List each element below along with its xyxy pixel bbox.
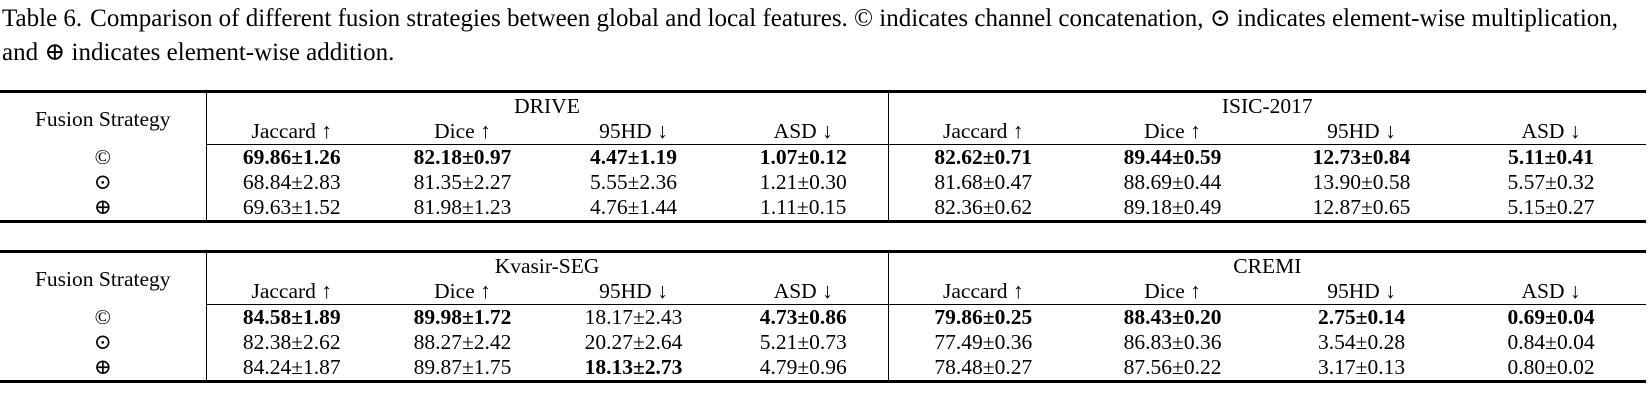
table-cell: 18.13±2.73 [548,355,719,383]
strategy-concatenation-label: © [0,144,207,170]
table-caption: Table 6. Comparison of different fusion s… [2,2,1647,70]
table-cell: 1.21±0.30 [719,170,889,195]
table-cell: 89.18±0.49 [1078,195,1267,223]
table-cell: 86.83±0.36 [1123,330,1222,354]
table-row: ⊙ 82.38±2.62 88.27±2.42 20.27±2.64 5.21±… [0,330,1646,355]
table-row: © 69.86±1.26 82.18±0.97 4.47±1.19 1.07±0… [0,144,1646,170]
metric-header: Dice ↑ [377,279,548,305]
table-cell: 81.68±0.47 [934,170,1033,194]
metric-header: Dice ↑ [1078,119,1267,145]
table-cell: 69.86±1.26 [242,145,341,169]
metric-header: Dice ↑ [1078,279,1268,305]
table-cell: 4.47±1.19 [589,145,678,169]
table-cell: 87.56±0.22 [1078,355,1268,383]
table-cell: 13.90±0.58 [1312,170,1411,194]
table-cell: 4.76±1.44 [548,195,719,223]
table-cell: 88.43±0.20 [1123,305,1222,329]
table-cell: 82.38±2.62 [242,330,341,354]
metric-header: ASD ↓ [1456,119,1647,145]
strategy-multiplication-label: ⊙ [0,330,207,355]
table-cell: 81.35±2.27 [413,170,512,194]
results-table-kvasir-cremi: Fusion Strategy Kvasir-SEG CREMI Jaccard… [0,250,1647,383]
table-row: ⊕ 69.63±1.52 81.98±1.23 4.76±1.44 1.11±0… [0,195,1647,223]
table-cell: 84.24±1.87 [206,355,377,383]
metric-header: Jaccard ↑ [888,279,1079,305]
table-row: © 84.58±1.89 89.98±1.72 18.17±2.43 4.73±… [0,304,1646,330]
table-cell: 0.80±0.02 [1456,355,1647,383]
table-cell: 81.98±1.23 [377,195,548,223]
table-cell: 12.87±0.65 [1267,195,1456,223]
caption-text: Comparison of different fusion strategie… [2,5,1619,66]
table-cell: 89.44±0.59 [1123,145,1222,169]
table-cell: 5.21±0.73 [719,330,889,355]
table-row: ⊙ 68.84±2.83 81.35±2.27 5.55±2.36 1.21±0… [0,170,1646,195]
table-cell: 82.36±0.62 [888,195,1078,223]
table-cell: 89.98±1.72 [413,305,512,329]
table-cell: 5.15±0.27 [1456,195,1647,223]
metric-header: Jaccard ↑ [888,119,1078,145]
metric-header: 95HD ↓ [1267,279,1457,305]
table-cell: 0.84±0.04 [1507,330,1595,354]
strategy-concatenation-label: © [0,304,207,330]
table-cell: 89.87±1.75 [377,355,548,383]
table-cell: 2.75±0.14 [1318,305,1406,329]
table-cell: 12.73±0.84 [1312,145,1411,169]
table-row: ⊕ 84.24±1.87 89.87±1.75 18.13±2.73 4.79±… [0,355,1647,383]
table-cell: 84.58±1.89 [242,305,341,329]
table-cell: 82.62±0.71 [934,145,1033,169]
dataset-header-cremi: CREMI [888,250,1647,279]
dataset-header-isic-2017: ISIC-2017 [888,90,1647,119]
metric-header: ASD ↓ [1456,279,1647,305]
metric-header: ASD ↓ [719,119,889,145]
table-cell: 5.11±0.41 [1508,145,1594,169]
metric-header: 95HD ↓ [1267,119,1456,145]
strategy-addition-label: ⊕ [0,195,207,223]
strategy-multiplication-label: ⊙ [0,170,207,195]
table-cell: 79.86±0.25 [934,305,1033,329]
table-cell: 1.07±0.12 [719,144,889,170]
table-cell: 5.55±2.36 [589,170,678,194]
table-cell: 69.63±1.52 [206,195,377,223]
metric-header: ASD ↓ [719,279,889,305]
table-cell: 5.57±0.32 [1507,170,1595,194]
table-cell: 20.27±2.64 [584,330,683,354]
table-cell: 88.27±2.42 [413,330,512,354]
table-cell: 77.49±0.36 [934,330,1033,354]
results-table-drive-isic: Fusion Strategy DRIVE ISIC-2017 Jaccard … [0,90,1647,223]
fusion-strategy-header: Fusion Strategy [0,250,207,305]
table-cell: 1.11±0.15 [719,195,889,223]
table-cell: 3.54±0.28 [1318,330,1406,354]
metric-header: 95HD ↓ [548,119,719,145]
table-cell: 0.69±0.04 [1507,305,1595,329]
table-cell: 4.73±0.86 [719,304,889,330]
table-cell: 18.17±2.43 [584,305,683,329]
metric-header: Jaccard ↑ [206,279,377,305]
table-cell: 78.48±0.27 [888,355,1079,383]
table-cell: 82.18±0.97 [413,145,512,169]
metric-header: 95HD ↓ [548,279,719,305]
table-cell: 88.69±0.44 [1123,170,1222,194]
table-cell: 3.17±0.13 [1267,355,1457,383]
metric-header: Dice ↑ [377,119,548,145]
dataset-header-drive: DRIVE [206,90,889,119]
dataset-header-kvasir-seg: Kvasir-SEG [206,250,889,279]
caption-label: Table 6. [2,5,83,32]
table-cell: 4.79±0.96 [719,355,889,383]
fusion-strategy-header: Fusion Strategy [0,90,207,145]
strategy-addition-label: ⊕ [0,355,207,383]
table-cell: 68.84±2.83 [242,170,341,194]
metric-header: Jaccard ↑ [206,119,377,145]
